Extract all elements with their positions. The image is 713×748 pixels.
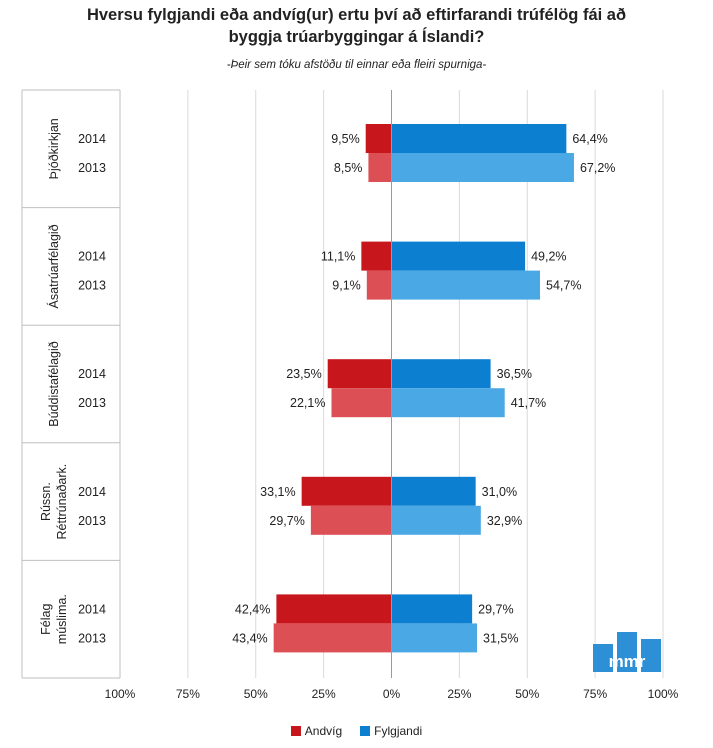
year-label: 2014	[78, 132, 106, 146]
bar-fylgjandi	[391, 359, 491, 389]
group-label: Ásatrúarfélagið	[46, 224, 61, 308]
data-label-andvig: 42,4%	[235, 602, 270, 616]
x-tick-label: 50%	[515, 687, 539, 701]
group-label: Búddistafélagið	[47, 341, 61, 427]
year-label: 2013	[78, 396, 106, 410]
bar-fylgjandi	[391, 623, 478, 653]
x-tick-label: 50%	[244, 687, 268, 701]
bar-andvig	[310, 505, 392, 535]
data-label-fylgjandi: 41,7%	[511, 396, 546, 410]
group-label: múslima.	[55, 594, 69, 644]
x-tick-label: 100%	[105, 687, 136, 701]
chart-subtitle: -Þeir sem tóku afstöðu til einnar eða fl…	[226, 59, 487, 71]
x-tick-label: 25%	[312, 687, 336, 701]
x-tick-label: 75%	[176, 687, 200, 701]
group-label: Rússn.	[39, 482, 53, 521]
year-label: 2014	[78, 250, 106, 264]
svg-text:mmr: mmr	[609, 652, 646, 671]
bar-andvig	[276, 594, 392, 624]
data-label-fylgjandi: 36,5%	[497, 367, 532, 381]
data-label-andvig: 33,1%	[260, 485, 295, 499]
bar-fylgjandi	[391, 476, 476, 506]
legend-swatch-andvig	[290, 726, 301, 736]
bar-fylgjandi	[391, 594, 473, 624]
bar-andvig	[366, 270, 392, 300]
year-label: 2014	[78, 602, 106, 616]
bar-fylgjandi	[391, 388, 505, 418]
chart-title-line-1: Hversu fylgjandi eða andvíg(ur) ertu því…	[86, 6, 627, 24]
data-label-andvig: 9,5%	[331, 132, 360, 146]
data-label-andvig: 11,1%	[321, 250, 356, 264]
legend: Andvíg Fylgjandi	[0, 724, 713, 738]
bar-andvig	[273, 623, 392, 653]
data-label-andvig: 9,1%	[332, 279, 361, 293]
data-label-andvig: 22,1%	[290, 396, 325, 410]
data-label-andvig: 23,5%	[286, 367, 321, 381]
bar-andvig	[327, 359, 392, 389]
year-label: 2014	[78, 485, 106, 499]
data-label-fylgjandi: 64,4%	[572, 132, 607, 146]
group-label: Réttrúnaðark.	[55, 464, 69, 540]
chart-title-line-2: byggja trúarbyggingar á Íslandi?	[228, 28, 485, 46]
year-label: 2014	[78, 367, 106, 381]
data-label-fylgjandi: 54,7%	[546, 279, 581, 293]
data-label-andvig: 29,7%	[269, 514, 304, 528]
legend-label-andvig: Andvíg	[304, 724, 343, 738]
year-label: 2013	[78, 279, 106, 293]
bar-fylgjandi	[391, 270, 541, 300]
year-label: 2013	[78, 514, 106, 528]
legend-swatch-fylgjandi	[360, 726, 371, 736]
x-tick-label: 100%	[648, 687, 679, 701]
bar-andvig	[331, 388, 392, 418]
bar-andvig	[361, 241, 392, 271]
bar-andvig	[301, 476, 392, 506]
bar-andvig	[368, 153, 392, 182]
mmr-logo: mmr	[593, 632, 661, 672]
bar-fylgjandi	[391, 124, 567, 153]
data-label-fylgjandi: 29,7%	[478, 602, 513, 616]
data-label-fylgjandi: 32,9%	[487, 514, 522, 528]
legend-item-andvig: Andvíg	[290, 724, 343, 738]
data-label-fylgjandi: 31,5%	[483, 631, 518, 645]
group-label: Félag	[39, 604, 53, 635]
data-label-fylgjandi: 67,2%	[580, 161, 615, 175]
year-label: 2013	[78, 631, 106, 645]
bar-fylgjandi	[391, 241, 526, 271]
data-label-andvig: 8,5%	[334, 161, 363, 175]
group-label: Þjóðkirkjan	[47, 118, 61, 179]
x-tick-label: 75%	[583, 687, 607, 701]
x-tick-label: 25%	[447, 687, 471, 701]
legend-item-fylgjandi: Fylgjandi	[360, 724, 422, 738]
data-label-fylgjandi: 31,0%	[482, 485, 517, 499]
bar-andvig	[365, 124, 392, 153]
data-label-fylgjandi: 49,2%	[531, 250, 566, 264]
bar-fylgjandi	[391, 505, 481, 535]
year-label: 2013	[78, 161, 106, 175]
bar-fylgjandi	[391, 153, 574, 182]
x-tick-label: 0%	[383, 687, 401, 701]
data-label-andvig: 43,4%	[232, 631, 267, 645]
legend-label-fylgjandi: Fylgjandi	[374, 724, 423, 738]
